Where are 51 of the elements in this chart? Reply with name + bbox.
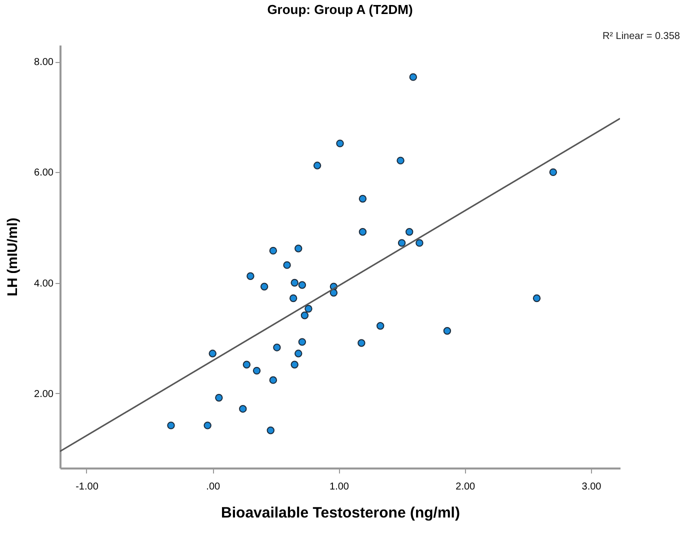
x-axis-title: Bioavailable Testosterone (ng/ml) xyxy=(221,504,460,522)
point xyxy=(304,304,312,313)
point xyxy=(358,339,366,347)
x-tick-label: 1.00 xyxy=(330,482,350,492)
point xyxy=(239,404,247,413)
point xyxy=(294,350,302,358)
point xyxy=(269,376,278,384)
text: R² Linear = 0.358 xyxy=(602,31,680,42)
point xyxy=(298,281,306,289)
point xyxy=(289,294,298,302)
point xyxy=(260,282,268,290)
x-tick-label: -1.00 xyxy=(76,482,99,492)
point xyxy=(246,272,254,280)
y-tick-label: 4.00 xyxy=(34,278,54,290)
y-tick-label: 8.00 xyxy=(34,57,54,68)
point xyxy=(443,327,452,335)
x-tick-label: 2.00 xyxy=(456,482,476,492)
point xyxy=(300,312,309,320)
point xyxy=(290,278,298,287)
point xyxy=(204,422,212,430)
x-tick-label: .00 xyxy=(206,482,220,492)
point xyxy=(167,422,175,430)
point xyxy=(269,246,278,255)
point xyxy=(313,162,322,170)
point xyxy=(215,394,223,402)
point xyxy=(242,360,251,368)
point xyxy=(298,338,306,346)
y-tick-label: 6.00 xyxy=(34,168,54,179)
point xyxy=(532,294,541,302)
point xyxy=(266,426,274,434)
point xyxy=(406,228,414,236)
point xyxy=(396,156,404,164)
point xyxy=(376,322,384,330)
point xyxy=(358,194,367,203)
point xyxy=(330,288,338,297)
point xyxy=(273,344,281,352)
point xyxy=(358,228,367,236)
point xyxy=(283,261,291,269)
y-tick-label: 2.00 xyxy=(34,388,54,400)
chart-title: Group: Group A (T2DM) xyxy=(267,2,413,17)
point xyxy=(290,360,298,368)
point xyxy=(409,73,418,81)
point xyxy=(294,244,302,252)
y-axis-title: LH (mIU/ml) xyxy=(4,218,20,296)
point xyxy=(208,350,216,358)
point xyxy=(252,366,261,375)
point xyxy=(416,239,424,247)
point xyxy=(336,140,344,148)
point xyxy=(549,168,558,176)
x-tick-label: 3.00 xyxy=(582,482,602,492)
point xyxy=(398,239,406,247)
